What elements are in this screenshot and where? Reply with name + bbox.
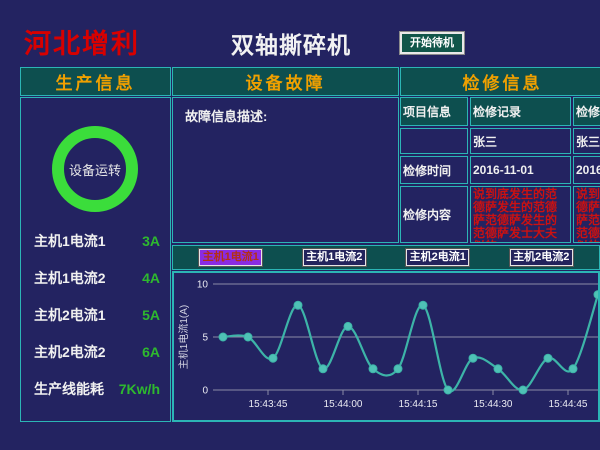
trend-chart-svg: 0 5 10 15:43:45 15:44:00 15:44:15 15:44:30 15:4… [177,280,598,410]
content-label-cell: 检修内容 [400,186,468,243]
trend-button-main2-current2[interactable]: 主机2电流2 [508,248,574,267]
trend-button-main2-current1[interactable]: 主机2电流1 [405,248,471,267]
trend-button-main1-current2[interactable]: 主机1电流2 [301,248,367,267]
production-row-label: 主机2电流1 [34,306,106,323]
production-row-value: 6A [142,343,160,360]
machine-title: 双轴撕碎机 [231,32,351,58]
production-row: 生产线能耗 7Kw/h [21,370,170,407]
production-row: 主机2电流1 5A [21,296,170,333]
production-rows: 主机1电流1 3A 主机1电流2 4A 主机2电流1 5A 主机2电流2 6A … [21,222,170,407]
svg-text:15:44:15: 15:44:15 [399,399,438,410]
company-title: 河北增利 [24,29,140,59]
maintenance-panel-header: 检修信息 [400,67,600,96]
person-cell: 张三 [470,128,571,154]
device-status-label: 设备运转 [68,162,121,178]
svg-text:10: 10 [197,280,209,291]
svg-text:15:44:45: 15:44:45 [549,399,588,410]
project-info-header-cell: 项目信息 [400,97,468,126]
time-label-cell: 检修时间 [400,156,468,184]
trend-button-main1-current1[interactable]: 主机1电流1 [198,248,264,267]
svg-text:0: 0 [202,386,208,397]
production-row-value: 5A [142,306,160,323]
person-cell: 张三 [573,128,600,154]
trend-chart-panel: 0 5 10 15:43:45 15:44:00 15:44:15 15:44:30 15:4… [172,271,600,422]
svg-text:15:44:30: 15:44:30 [474,399,513,410]
record-header-cell: 检修记录 [573,97,600,126]
fault-panel-header: 设备故障 [172,67,399,96]
device-running-ring-indicator: 设备运转 [52,126,138,212]
standby-button[interactable]: 开始待机 [399,31,465,55]
svg-text:15:44:00: 15:44:00 [324,399,363,410]
fault-panel: 故障信息描述: [172,97,399,243]
svg-text:主机1电流1(A): 主机1电流1(A) [177,305,190,369]
production-row: 主机1电流2 4A [21,259,170,296]
empty-cell [400,128,468,154]
production-row-value: 4A [142,269,160,286]
production-row-value: 3A [142,232,160,249]
production-row: 主机1电流1 3A [21,222,170,259]
record-header-cell: 检修记录 [470,97,571,126]
production-row: 主机2电流2 6A [21,333,170,370]
fault-description-label: 故障信息描述: [185,109,268,124]
svg-text:15:43:45: 15:43:45 [249,399,288,410]
production-row-label: 生产线能耗 [34,380,104,397]
content-value-cell: 说到底发生的范德萨发生的范德萨范德萨发生的范德萨发士大夫似的 [573,186,600,243]
maintenance-table: 项目信息 检修记录 检修记录 张三 张三 检修时间 2016-11-01 201… [400,97,600,243]
production-row-label: 主机1电流2 [34,269,106,286]
time-value-cell: 2016-11-01 [573,156,600,184]
svg-text:5: 5 [202,333,208,344]
content-value-cell: 说到底发生的范德萨发生的范德萨范德萨发生的范德萨发士大夫似的 [470,186,571,243]
production-panel-header: 生产信息 [20,67,171,96]
production-row-label: 主机2电流2 [34,343,106,360]
time-value-cell: 2016-11-01 [470,156,571,184]
production-row-label: 主机1电流1 [34,232,106,249]
trend-button-bar: 主机1电流1 主机1电流2 主机2电流1 主机2电流2 [172,245,600,270]
production-panel: 设备运转 主机1电流1 3A 主机1电流2 4A 主机2电流1 5A 主机2电流… [20,97,171,422]
production-row-value: 7Kw/h [118,380,160,397]
